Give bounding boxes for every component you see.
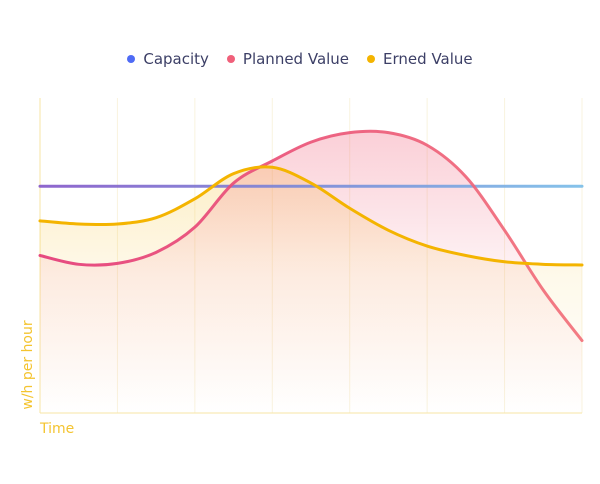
series-line-erned-value[interactable] xyxy=(38,165,584,267)
legend-label-erned-value: Erned Value xyxy=(383,50,473,68)
series-area-planned-value xyxy=(40,131,582,413)
legend-item-planned-value[interactable]: Planned Value xyxy=(226,50,350,68)
series-line-planned-value[interactable] xyxy=(38,129,584,343)
legend-marker-erned-value-icon xyxy=(367,55,376,63)
x-axis-title: Time xyxy=(40,421,75,437)
legend-label-planned-value: Planned Value xyxy=(242,50,350,68)
chart-legend: Capacity Planned Value Erned Value xyxy=(0,50,600,68)
legend-item-capacity[interactable]: Capacity xyxy=(127,50,209,68)
legend-label-capacity: Capacity xyxy=(143,50,209,68)
legend-marker-planned-value-icon xyxy=(226,55,235,63)
legend-marker-capacity-icon xyxy=(127,55,136,63)
legend-item-erned-value[interactable]: Erned Value xyxy=(367,50,473,68)
y-axis-title: w/h per hour xyxy=(20,320,36,410)
